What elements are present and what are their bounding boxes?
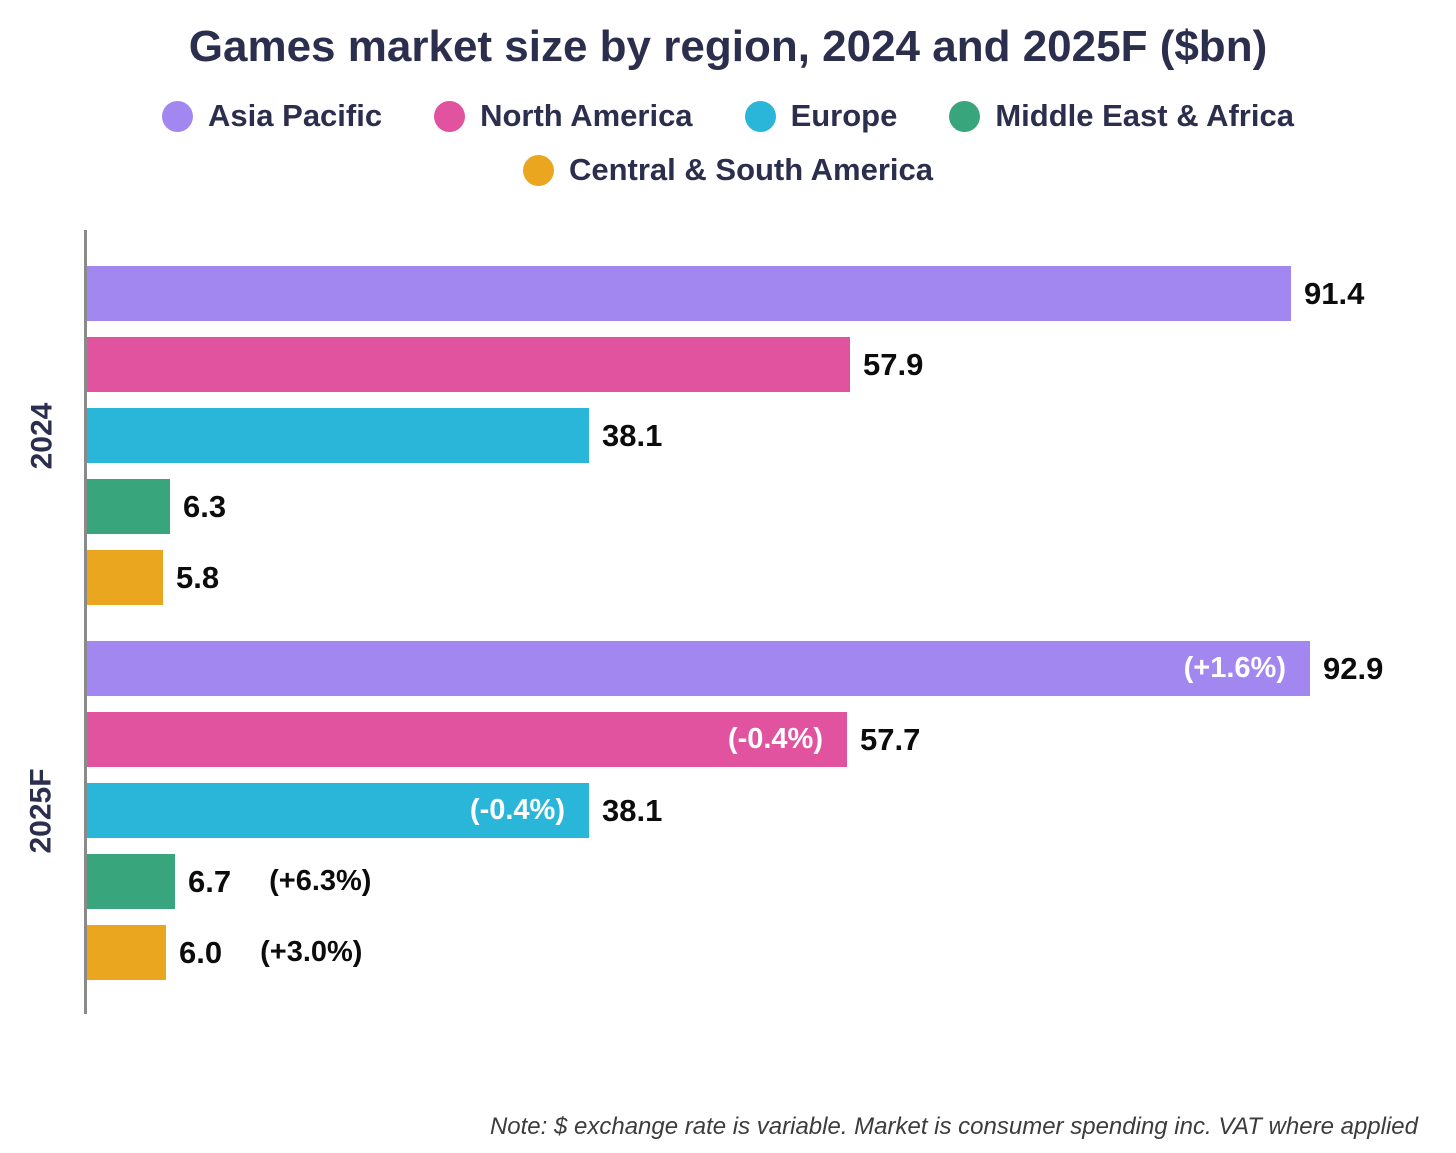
legend-item-asia-pacific: Asia Pacific [162, 98, 382, 134]
value-label: 38.1 [602, 417, 663, 453]
legend-swatch-north-america [434, 100, 466, 132]
plot-area: 2024 91.4 57.9 38.1 6.3 5.8 2025F (+1.6%) 92.9 (-… [0, 230, 1456, 1014]
footnote: Note: $ exchange rate is variable. Marke… [489, 1113, 1418, 1140]
bar-middle-east-africa-2025f [87, 854, 175, 909]
group-axis-label-text: 2024 [25, 402, 58, 469]
bar-north-america-2024 [87, 337, 850, 392]
group-bars-2025f: (+1.6%) 92.9 (-0.4%) 57.7 (-0.4%) 38.1 6.7 (+6.… [84, 641, 1456, 980]
legend-item-central-south-america: Central & South America [522, 152, 934, 188]
value-label: 38.1 [602, 792, 663, 828]
bar-row-central-south-america-2024: 5.8 [87, 550, 1456, 605]
group-2025f: 2025F (+1.6%) 92.9 (-0.4%) 57.7 (-0.4%) 38.1 6.… [0, 641, 1456, 980]
legend-label: Asia Pacific [208, 98, 383, 133]
legend-label: Central & South America [568, 152, 934, 187]
legend: Asia Pacific North America Europe Middle Ea… [0, 98, 1456, 188]
value-label: 91.4 [1304, 275, 1365, 311]
group-axis-label-2024: 2024 [0, 266, 84, 605]
bar-north-america-2025f: (-0.4%) [87, 712, 847, 767]
change-label: (-0.4%) [469, 794, 565, 826]
bar-europe-2024 [87, 408, 589, 463]
legend-label: Middle East & Africa [995, 98, 1294, 133]
change-label: (+3.0%) [260, 936, 363, 968]
legend-swatch-middle-east-africa [949, 100, 981, 132]
legend-item-middle-east-africa: Middle East & Africa [949, 98, 1294, 134]
change-label: (+1.6%) [1183, 652, 1286, 684]
value-label: 92.9 [1323, 650, 1384, 686]
bar-europe-2025f: (-0.4%) [87, 783, 589, 838]
change-label: (+6.3%) [269, 865, 372, 897]
group-2024: 2024 91.4 57.9 38.1 6.3 5.8 [0, 266, 1456, 605]
legend-row-1: Asia Pacific North America Europe Middle Ea… [162, 98, 1294, 134]
value-label: 6.3 [183, 488, 227, 524]
legend-swatch-europe [744, 100, 776, 132]
bar-row-central-south-america-2025f: 6.0 (+3.0%) [87, 925, 1456, 980]
legend-label: Europe [790, 98, 898, 133]
bar-asia-pacific-2024 [87, 266, 1291, 321]
legend-swatch-central-south-america [522, 154, 554, 186]
bar-row-north-america-2025f: (-0.4%) 57.7 [87, 712, 1456, 767]
bar-row-north-america-2024: 57.9 [87, 337, 1456, 392]
bar-chart: 2024 91.4 57.9 38.1 6.3 5.8 2025F (+1.6%) 92.9 (-… [0, 230, 1456, 1014]
value-label: 5.8 [176, 559, 220, 595]
value-label: 57.7 [860, 721, 921, 757]
bar-row-asia-pacific-2024: 91.4 [87, 266, 1456, 321]
change-label: (-0.4%) [727, 723, 823, 755]
group-bars-2024: 91.4 57.9 38.1 6.3 5.8 [84, 266, 1456, 605]
value-label: 57.9 [863, 346, 924, 382]
bar-row-asia-pacific-2025f: (+1.6%) 92.9 [87, 641, 1456, 696]
value-label: 6.7 [188, 863, 232, 899]
legend-row-2: Central & South America [522, 152, 934, 188]
legend-item-north-america: North America [434, 98, 693, 134]
bar-asia-pacific-2025f: (+1.6%) [87, 641, 1310, 696]
y-axis-line [84, 230, 87, 1014]
legend-swatch-asia-pacific [162, 100, 194, 132]
value-label: 6.0 [179, 934, 223, 970]
bar-row-middle-east-africa-2024: 6.3 [87, 479, 1456, 534]
group-axis-label-text: 2025F [25, 767, 59, 854]
chart-title: Games market size by region, 2024 and 20… [188, 22, 1268, 71]
bar-row-middle-east-africa-2025f: 6.7 (+6.3%) [87, 854, 1456, 909]
legend-item-europe: Europe [744, 98, 898, 134]
bar-row-europe-2025f: (-0.4%) 38.1 [87, 783, 1456, 838]
legend-label: North America [480, 98, 693, 133]
bar-middle-east-africa-2024 [87, 479, 170, 534]
group-axis-label-2025f: 2025F [0, 641, 84, 980]
bar-central-south-america-2024 [87, 550, 163, 605]
bar-row-europe-2024: 38.1 [87, 408, 1456, 463]
bar-central-south-america-2025f [87, 925, 166, 980]
